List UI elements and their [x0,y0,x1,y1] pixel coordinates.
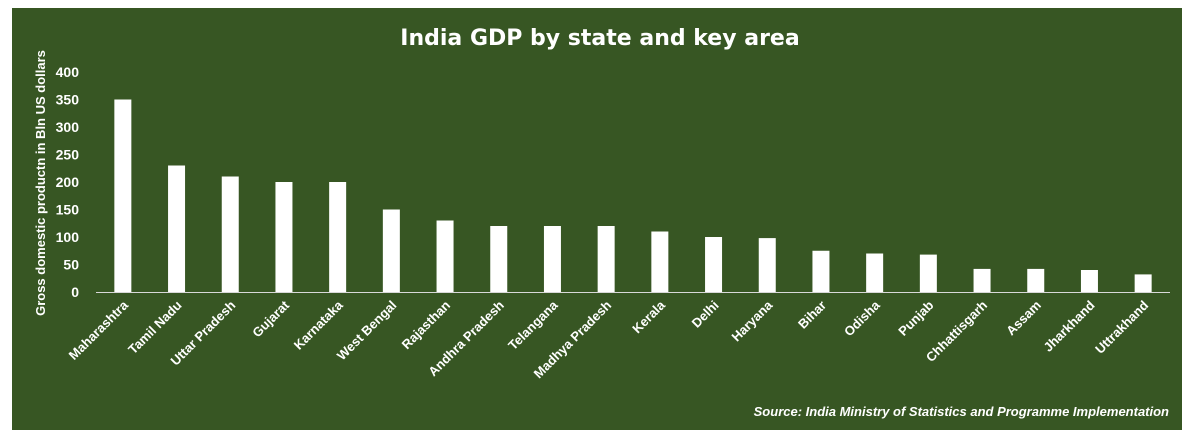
y-tick-label: 400 [56,64,80,80]
chart-title: India GDP by state and key area [400,26,799,51]
y-tick-label: 350 [56,92,80,108]
x-tick-label: Telangana [505,297,561,353]
y-tick-label: 50 [63,257,79,273]
bar-haryana [758,238,776,292]
x-tick-label: Gujarat [249,297,292,340]
bar-delhi [705,237,723,292]
bar-west-bengal [382,209,400,292]
bar-bihar [812,250,830,292]
y-axis-label: Gross domestic productn in Bln US dollar… [33,50,48,316]
bar-jharkhand [1080,270,1098,292]
x-tick-label: Assam [1003,298,1044,339]
y-tick-label: 0 [71,284,79,300]
y-axis-ticks: 0 50 100 150 200 250 300 350 400 [56,64,80,300]
y-tick-label: 100 [56,229,80,245]
bar-assam [1027,268,1045,292]
x-tick-label: Tamil Nadu [125,297,185,357]
y-tick-label: 250 [56,147,80,163]
bar-telangana [543,226,561,292]
x-tick-label: Rajasthan [399,297,454,352]
y-tick-label: 300 [56,119,80,135]
bar-madhya-pradesh [597,226,615,292]
bar-andhra-pradesh [490,226,508,292]
x-tick-label: Maharashtra [66,297,132,363]
y-tick-label: 200 [56,174,80,190]
x-tick-label: Haryana [728,297,775,344]
x-tick-label: Bihar [795,298,829,332]
bar-rajasthan [436,220,454,292]
x-tick-label: Karnataka [291,297,347,353]
source-note: Source: India Ministry of Statistics and… [754,404,1169,419]
chart-frame: India GDP by state and key area Gross do… [12,8,1182,430]
bar-kerala [651,231,669,292]
x-tick-label: Uttrakhand [1092,297,1151,356]
bar-gujarat [275,182,293,292]
bar-karnataka [329,182,347,292]
x-tick-label: Kerala [629,297,668,336]
x-tick-label: Delhi [689,298,722,331]
bar-uttar-pradesh [221,176,239,292]
bar-chart: India GDP by state and key area Gross do… [33,26,1170,419]
x-tick-label: Jharkhand [1040,297,1097,354]
y-tick-label: 150 [56,202,80,218]
bar-uttrakhand [1134,274,1152,292]
bar-tamil-nadu [168,165,186,292]
bar-chhattisgarh [973,268,991,292]
x-tick-label: Punjab [895,297,936,338]
bar-punjab [919,254,937,292]
x-tick-label: Odisha [841,297,883,339]
bars [114,99,1152,292]
bar-odisha [866,253,884,292]
bar-maharashtra [114,99,132,292]
